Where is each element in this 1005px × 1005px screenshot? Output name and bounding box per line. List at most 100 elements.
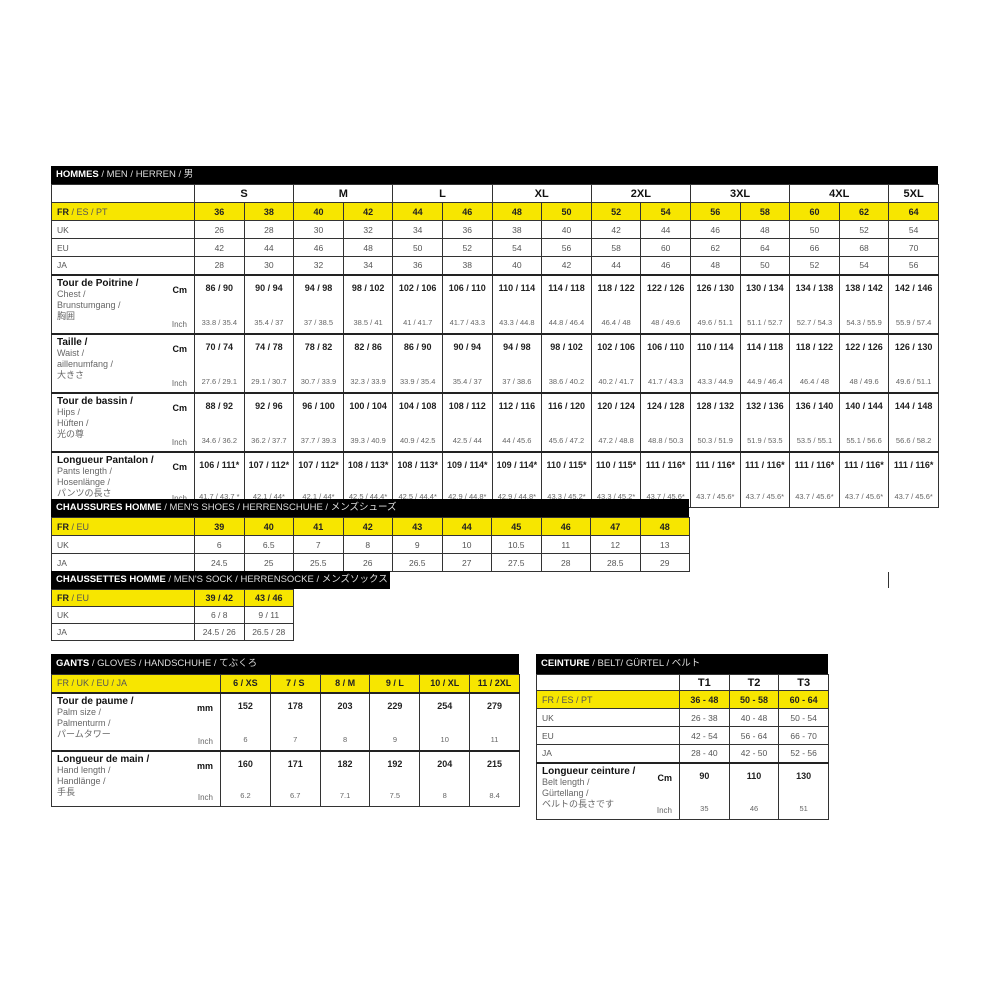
measurement-cell: 171 6.7 xyxy=(269,749,321,807)
value-cell: 48 xyxy=(689,256,741,275)
measurement-values: 203 8 xyxy=(321,695,369,750)
metric-value: 152 xyxy=(237,700,253,711)
row-label: JA xyxy=(536,744,680,763)
metric-value: 182 xyxy=(337,758,353,769)
measurement-cell: 229 9 xyxy=(369,691,421,751)
measurement-values: 108 / 112 42.5 / 44 xyxy=(443,395,491,451)
size-cell: 43 xyxy=(392,517,443,536)
size-cell: 43 / 46 xyxy=(243,589,294,607)
value-cell: 68 xyxy=(838,238,890,257)
size-cell: 52 xyxy=(590,202,642,221)
measurement-name-line: 手長 xyxy=(57,786,76,797)
value-cell: 48 xyxy=(342,238,394,257)
measurement-values: 102 / 106 41 / 41.7 xyxy=(394,277,442,333)
unit-inch: Inch xyxy=(171,319,187,329)
measurement-values: 106 / 110 41.7 / 43.3 xyxy=(642,336,690,392)
measurement-cell: 90 / 94 35.4 / 37 xyxy=(243,273,295,334)
metric-value: 107 / 112* xyxy=(248,459,290,470)
metric-value: 144 / 148 xyxy=(894,400,933,411)
measurement-label-box: Longueur ceinture / Belt length / Gürtella… xyxy=(542,766,679,819)
value-cell: 40 - 48 xyxy=(728,708,780,727)
table-row-eu: EU 42 44 46 48 50 52 54 56 58 60 62 64 66 68 70 xyxy=(51,238,939,257)
size-cell: 36 - 48 xyxy=(679,690,730,709)
metric-value: 90 xyxy=(699,770,710,781)
inch-value: 43.7 / 45.6* xyxy=(646,491,685,501)
measurement-values: 124 / 128 48.8 / 50.3 xyxy=(642,395,690,451)
measurement-values: 215 8.4 xyxy=(471,752,519,805)
inch-value: 43.7 / 45.6* xyxy=(844,491,884,501)
men-socks-table: CHAUSSETTES HOMME / MEN'S SOCK / HERRENS… xyxy=(51,571,390,641)
measurement-cell: 82 / 86 32.3 / 33.9 xyxy=(342,332,394,393)
measurement-values: 110 46 xyxy=(730,764,778,818)
measurement-cell: 109 / 114* 42.9 / 44.8* xyxy=(491,450,543,508)
size-group-T3: T3 xyxy=(778,674,829,691)
value-cell: 44 xyxy=(243,238,295,257)
measurement-label: Longueur de main / Hand length / Handlänge… xyxy=(51,749,221,807)
value-cell: 7 xyxy=(293,535,344,554)
men-size-table: HOMMES / MEN / HERREN / 男 S M L XL 2XL 3XL 4XL 5… xyxy=(51,166,939,508)
metric-value: 108 / 113* xyxy=(397,459,438,470)
inch-value: 32.3 / 33.9 xyxy=(350,376,386,386)
value-cell: 46 xyxy=(293,238,344,257)
measurement-name-line: Hosenlänge / xyxy=(57,476,111,487)
measurement-label: Longueur ceinture / Belt length / Gürtella… xyxy=(536,761,680,820)
measurement-values: 120 / 124 47.2 / 48.8 xyxy=(592,395,640,451)
value-cell: 54 xyxy=(491,238,543,257)
men-shoes-table: CHAUSSURES HOMME / MEN'S SHOES / HERRENS… xyxy=(51,499,690,572)
measurement-name-line: Palm size / xyxy=(57,706,102,717)
measurement-values: 108 / 113* 42.5 / 44.4* xyxy=(394,453,442,506)
men-title-rest: / MEN / HERREN / 男 xyxy=(98,169,194,180)
belt-size-corner xyxy=(536,674,680,691)
size-group-2XL: 2XL xyxy=(590,184,691,203)
metric-value: 109 / 114* xyxy=(447,459,488,470)
size-cell: 41 xyxy=(293,517,344,536)
measurement-values: 110 / 114 43.3 / 44.9 xyxy=(691,336,739,392)
measurement-values: 70 / 74 27.6 / 29.1 xyxy=(195,336,243,392)
size-group-3XL: 3XL xyxy=(689,184,791,203)
inch-value: 30.7 / 33.9 xyxy=(300,376,337,386)
metric-value: 102 / 106 xyxy=(597,341,635,352)
unit-inch: Inch xyxy=(171,437,187,447)
measurement-values: 111 / 116* 43.7 / 45.6* xyxy=(840,453,888,506)
measurement-cell: 140 / 144 55.1 / 56.6 xyxy=(838,391,890,452)
measurement-cell: 108 / 113* 42.5 / 44.4* xyxy=(342,450,394,508)
measurement-row: Tour de paume / Palm size / Palmenturm / パー… xyxy=(51,691,520,751)
measurement-label-box: Longueur Pantalon / Pants length / Hosenlä… xyxy=(57,455,194,507)
measurement-values: 90 / 94 35.4 / 37 xyxy=(245,277,293,333)
metric-value: 204 xyxy=(437,758,453,769)
unit-inch: Inch xyxy=(197,736,213,746)
measurement-values: 107 / 112* 42.1 / 44* xyxy=(245,453,293,506)
inch-value: 38.6 / 40.2 xyxy=(548,376,585,386)
value-cell: 26 - 38 xyxy=(679,708,730,727)
size-group-M: M xyxy=(293,184,394,203)
men-primary-label: FR / ES / PT xyxy=(51,202,195,221)
inch-value: 6.7 xyxy=(290,790,301,800)
measurement-values: 140 / 144 55.1 / 56.6 xyxy=(840,395,888,451)
measurement-values: 138 / 142 54.3 / 55.9 xyxy=(840,277,888,333)
size-cell: 40 xyxy=(293,202,344,221)
metric-value: 74 / 78 xyxy=(255,341,283,352)
inch-value: 49.6 / 51.1 xyxy=(697,317,733,327)
inch-value: 43.3 / 44.8 xyxy=(499,317,535,327)
size-cell: 11 / 2XL xyxy=(469,674,520,693)
region-rest: FR / UK / EU / JA xyxy=(57,678,128,689)
row-label: JA xyxy=(51,553,195,572)
metric-value: 106 / 110 xyxy=(647,341,685,352)
metric-value: 138 / 142 xyxy=(845,282,883,293)
socks-primary-size-row: FR / EU 39 / 42 43 / 46 xyxy=(51,589,294,607)
metric-value: 126 / 130 xyxy=(894,341,933,352)
measurement-cell: 88 / 92 34.6 / 36.2 xyxy=(194,391,245,452)
region-bold: FR xyxy=(57,206,69,217)
men-size-corner xyxy=(51,184,195,203)
value-cell: 50 - 54 xyxy=(778,708,829,727)
size-cell: 48 xyxy=(639,517,690,536)
value-cell: 46 xyxy=(689,220,741,239)
metric-value: 90 / 94 xyxy=(255,282,283,293)
measurement-cell: 142 / 146 55.9 / 57.4 xyxy=(888,273,939,334)
inch-value: 45.6 / 47.2 xyxy=(548,435,585,445)
inch-value: 6 xyxy=(243,734,248,744)
men-title: HOMMES / MEN / HERREN / 男 xyxy=(51,166,938,184)
